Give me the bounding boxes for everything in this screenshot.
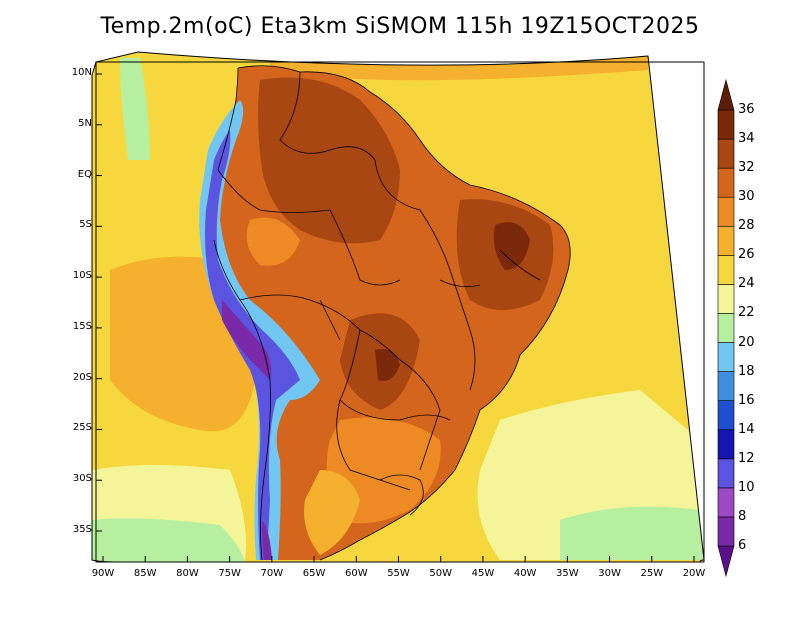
lon-label: 55W (387, 568, 410, 579)
colorbar-bin (717, 429, 735, 460)
colorbar-label: 28 (738, 218, 755, 234)
lon-label: 20W (682, 568, 706, 579)
colorbar-bin (717, 371, 735, 401)
colorbar-label: 18 (738, 363, 755, 379)
andes-very-cold (222, 300, 272, 560)
lat-label: 10S (72, 270, 92, 282)
lon-label: 85W (133, 568, 157, 579)
lat-label: 15S (72, 320, 92, 332)
land-cool-south (304, 470, 360, 555)
lat-label: 10N (71, 67, 92, 78)
lon-tick-marks (102, 556, 695, 562)
lat-label: 30S (72, 473, 92, 485)
colorbar-label: 24 (738, 276, 755, 292)
lon-label: 40W (513, 568, 537, 579)
lon-label: 80W (176, 568, 199, 579)
lon-label: 30W (598, 568, 621, 579)
colorbar-bin (717, 196, 735, 227)
lon-label: 35W (556, 568, 579, 579)
lat-label: 20S (72, 371, 92, 383)
pole-green (92, 518, 245, 562)
colorbar-bin (717, 138, 735, 169)
colorbar-label: 6 (738, 538, 747, 553)
colorbar-bin (717, 458, 735, 489)
land-very-hot-ne (493, 222, 530, 270)
colorbar-bin (717, 545, 735, 578)
colorbar-label: 12 (738, 450, 755, 466)
lon-label: 25W (640, 568, 664, 579)
colorbar-bin (717, 342, 735, 372)
lon-label: 90W (91, 568, 115, 579)
colorbar-bin (717, 109, 735, 140)
colorbar-label: 36 (738, 102, 755, 117)
colorbar-bin (717, 255, 735, 285)
lat-tick-marks (96, 73, 102, 532)
lat-label: 35S (72, 524, 92, 535)
colorbar-label: 32 (738, 160, 755, 176)
colorbar-bin (717, 78, 735, 111)
land-hot-interior (257, 77, 400, 244)
colorbar-label: 22 (738, 305, 755, 321)
colorbar-bin (717, 516, 735, 547)
axes-frame (95, 61, 705, 563)
lat-label: 5N (78, 117, 92, 129)
map-title: Temp.2m(oC) Eta3km SiSMOM 115h 19Z15OCT2… (100, 14, 700, 39)
map-field (92, 52, 704, 562)
colorbar-label: 10 (738, 479, 755, 495)
lat-label: 5S (79, 219, 92, 231)
colorbar (717, 78, 735, 578)
lon-label: 65W (302, 568, 326, 579)
colorbar-bin (717, 284, 735, 314)
lon-label: 75W (218, 568, 241, 579)
lon-label: 70W (260, 568, 284, 579)
colorbar-bin (717, 313, 735, 343)
colorbar-bin (717, 167, 735, 198)
colorbar-label: 30 (738, 189, 755, 205)
land-patches-amazon (246, 217, 300, 266)
country-borders (213, 65, 571, 561)
colorbar-label: 26 (738, 247, 755, 263)
lon-label: 60W (344, 568, 368, 579)
lat-label: EQ (77, 168, 92, 180)
colorbar-bin (717, 487, 735, 518)
pacific-north-green (120, 58, 150, 160)
colorbar-bin (717, 225, 735, 256)
land-very-hot-central (375, 349, 400, 381)
colorbar-label: 34 (738, 131, 755, 147)
colorbar-bin (717, 400, 735, 431)
colorbar-label: 20 (738, 334, 755, 350)
lon-label: 50W (429, 568, 453, 579)
lon-label: 45W (471, 568, 495, 579)
colorbar-label: 16 (738, 392, 755, 408)
lat-label: 25S (72, 422, 92, 434)
colorbar-label: 14 (738, 421, 755, 437)
south-atlantic-green (560, 506, 704, 560)
colorbar-label: 8 (738, 508, 747, 524)
